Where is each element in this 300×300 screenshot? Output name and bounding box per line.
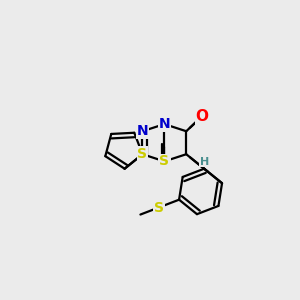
Text: N: N [137, 124, 148, 138]
Text: N: N [159, 117, 170, 131]
Text: S: S [154, 200, 164, 214]
Text: N: N [159, 154, 170, 168]
Text: S: S [137, 147, 148, 161]
Text: O: O [196, 109, 209, 124]
Text: S: S [159, 154, 170, 168]
Text: H: H [200, 157, 209, 167]
